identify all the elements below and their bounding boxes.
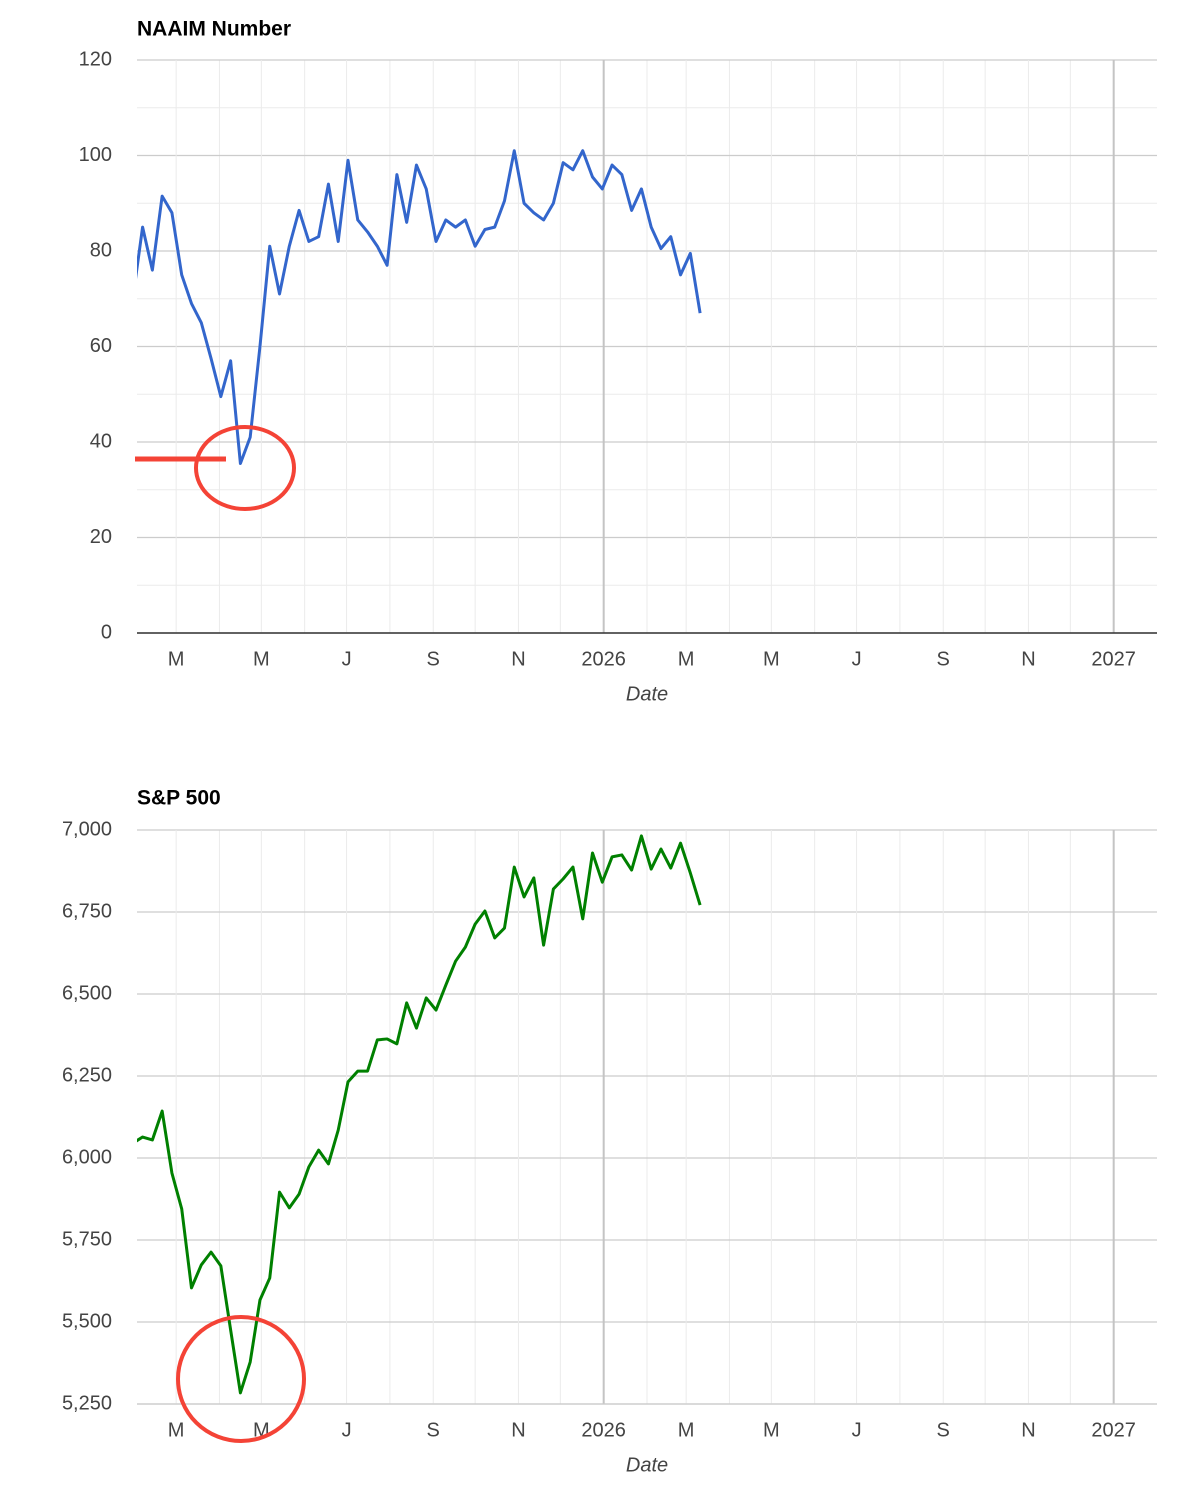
x-tick-label: N <box>1021 648 1035 670</box>
y-tick-label: 6,500 <box>62 982 112 1004</box>
x-tick-label: M <box>168 1419 185 1441</box>
y-tick-label: 6,750 <box>62 900 112 922</box>
y-tick-label: 100 <box>79 144 112 166</box>
x-tick-label: M <box>678 648 695 670</box>
y-tick-label: 7,000 <box>62 818 112 840</box>
x-tick-label: S <box>427 648 440 670</box>
y-tick-label: 5,750 <box>62 1228 112 1250</box>
annotation-circle <box>176 1315 306 1443</box>
line-chart: S&P 500 5,250 5,500 5,750 6,000 6,250 6,500 6,7… <box>62 787 1157 1476</box>
data-line <box>137 149 702 465</box>
x-tick-label: M <box>168 648 185 670</box>
x-tick-label: S <box>937 648 950 670</box>
x-tick-label: J <box>852 1419 862 1441</box>
x-axis-title: Date <box>626 683 668 705</box>
x-tick-label: 2026 <box>581 1419 626 1441</box>
x-tick-label: N <box>511 648 525 670</box>
annotations <box>135 425 306 1443</box>
chart-title: S&P 500 <box>137 787 221 810</box>
y-tick-label: 40 <box>90 430 112 452</box>
x-tick-label: M <box>763 1419 780 1441</box>
x-tick-label: S <box>937 1419 950 1441</box>
x-tick-label: J <box>342 1419 352 1441</box>
y-tick-label: 80 <box>90 239 112 261</box>
y-tick-label: 6,250 <box>62 1064 112 1086</box>
y-tick-label: 20 <box>90 526 112 548</box>
x-tick-label: M <box>253 648 270 670</box>
y-tick-label: 5,250 <box>62 1392 112 1414</box>
chart-title: NAAIM Number <box>137 18 291 41</box>
x-tick-label: M <box>763 648 780 670</box>
x-tick-label: M <box>678 1419 695 1441</box>
x-tick-label: J <box>852 648 862 670</box>
line-chart: NAAIM Number 0 20 40 60 80 100 120 M M J S N 2026 M M J S… <box>79 18 1157 705</box>
x-tick-label: 2026 <box>581 648 626 670</box>
x-tick-label: J <box>342 648 352 670</box>
x-tick-label: 2027 <box>1091 1419 1136 1441</box>
data-line <box>137 834 702 1395</box>
x-tick-label: 2027 <box>1091 648 1136 670</box>
x-tick-label: N <box>511 1419 525 1441</box>
y-tick-label: 60 <box>90 335 112 357</box>
x-tick-label: N <box>1021 1419 1035 1441</box>
y-tick-label: 120 <box>79 48 112 70</box>
y-tick-label: 5,500 <box>62 1310 112 1332</box>
x-axis-title: Date <box>626 1454 668 1476</box>
annotation-circle <box>194 425 296 511</box>
x-tick-label: S <box>427 1419 440 1441</box>
y-tick-label: 0 <box>101 621 112 643</box>
y-tick-label: 6,000 <box>62 1146 112 1168</box>
